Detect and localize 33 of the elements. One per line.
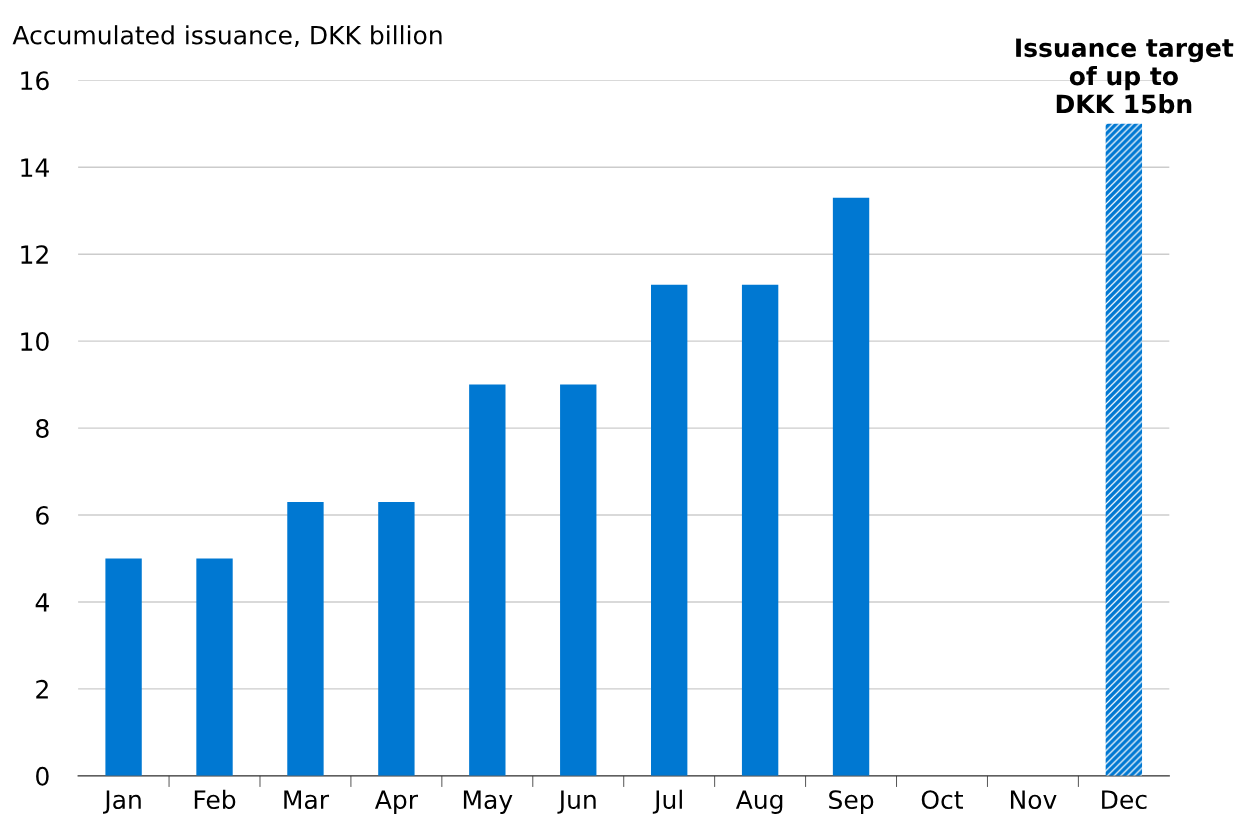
x-tick-label: Nov — [1010, 790, 1057, 810]
annotation: Issuance target of up to DKK 15bn — [1016, 38, 1234, 114]
bar — [1105, 123, 1143, 776]
y-tick-label: 8 — [36, 419, 49, 438]
y-tick-label: 4 — [35, 593, 49, 612]
x-tick-label: Feb — [194, 789, 236, 810]
bar — [469, 384, 506, 776]
y-tick-label: 0 — [36, 766, 49, 786]
x-tick-label: May — [463, 790, 513, 814]
bar — [832, 197, 870, 776]
bar — [287, 501, 324, 776]
bar — [196, 558, 233, 776]
bar — [651, 284, 688, 776]
bar — [378, 501, 415, 776]
x-tick-label: Jul — [652, 789, 682, 814]
x-tick-label: Mar — [284, 790, 330, 810]
x-tick-label: Oct — [921, 790, 963, 810]
bar — [105, 558, 142, 776]
x-tick-label: Jun — [557, 790, 596, 814]
y-tick-label: 12 — [21, 245, 48, 264]
x-tick-label: Aug — [735, 790, 783, 814]
y-tick-label: 14 — [21, 158, 49, 177]
y-tick-label: 2 — [36, 679, 48, 699]
bar — [560, 384, 597, 776]
x-tick-label: Apr — [374, 790, 419, 814]
x-tick-label: Dec — [1102, 790, 1147, 810]
y-tick-label: 6 — [36, 505, 49, 525]
y-axis-title: Accumulated issuance, DKK billion — [12, 25, 442, 48]
x-tick-label: Jan — [103, 790, 141, 814]
bar — [741, 284, 779, 776]
y-tick-label: 16 — [21, 71, 49, 91]
x-tick-label: Sep — [829, 790, 874, 814]
y-tick-label: 10 — [21, 332, 49, 351]
